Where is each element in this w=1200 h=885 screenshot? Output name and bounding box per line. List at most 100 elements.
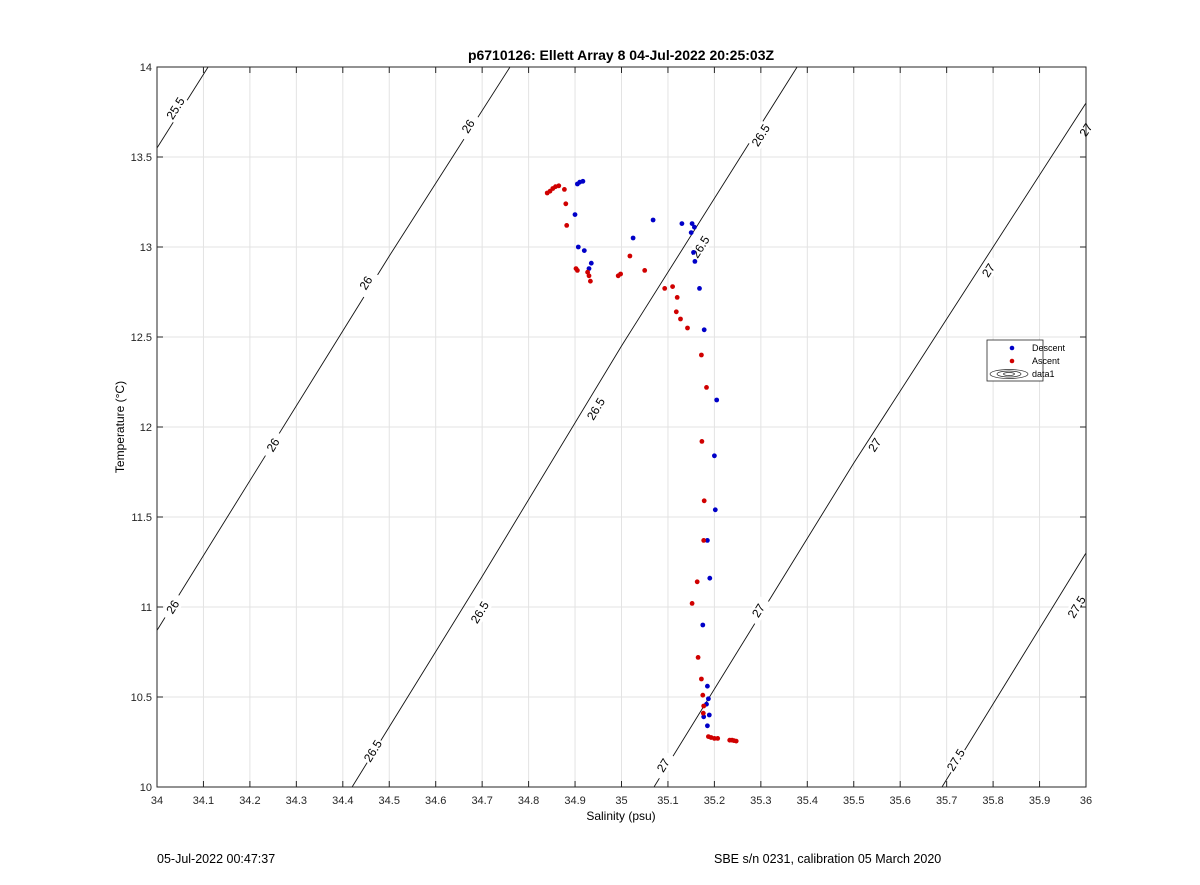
contour-label-bg bbox=[745, 595, 772, 626]
legend-label-descent: Descent bbox=[1032, 343, 1066, 353]
legend-label-ascent: Ascent bbox=[1032, 356, 1060, 366]
point-descent bbox=[700, 622, 706, 628]
contour-label-bg bbox=[975, 255, 1002, 286]
point-descent bbox=[572, 212, 578, 218]
x-tick-label: 35.1 bbox=[657, 795, 678, 807]
point-ascent bbox=[715, 736, 721, 741]
x-tick-label: 35.3 bbox=[750, 795, 771, 807]
point-ascent bbox=[699, 352, 704, 358]
point-descent bbox=[588, 260, 594, 266]
point-descent bbox=[581, 248, 587, 254]
contour-label-bg bbox=[1063, 592, 1090, 622]
point-ascent bbox=[562, 187, 567, 192]
legend-label-data1: data1 bbox=[1032, 369, 1055, 379]
point-ascent bbox=[673, 309, 679, 315]
x-tick-label: 34.9 bbox=[564, 795, 585, 807]
point-descent bbox=[575, 244, 581, 250]
contour-label-group: 26 bbox=[455, 111, 482, 142]
point-ascent bbox=[674, 295, 680, 300]
point-descent bbox=[701, 714, 707, 720]
x-tick-label: 35.8 bbox=[982, 795, 1003, 807]
point-descent bbox=[689, 221, 695, 227]
point-ascent bbox=[670, 284, 675, 289]
point-descent bbox=[688, 230, 694, 236]
contour-label-group: 27 bbox=[745, 595, 772, 626]
x-axis-label: Salinity (psu) bbox=[586, 809, 655, 823]
point-ascent bbox=[685, 325, 690, 331]
contour-label-bg bbox=[467, 597, 493, 628]
contour-label-bg bbox=[455, 111, 482, 142]
x-tick-label: 35.6 bbox=[889, 795, 910, 807]
x-tick-label: 35.4 bbox=[797, 795, 818, 807]
contour-label-bg bbox=[160, 592, 186, 622]
footer-timestamp: 05-Jul-2022 00:47:37 bbox=[157, 852, 276, 866]
point-descent bbox=[692, 224, 697, 230]
point-ascent bbox=[618, 271, 623, 277]
point-ascent bbox=[642, 268, 648, 273]
x-tick-label: 34.7 bbox=[471, 795, 492, 807]
y-tick-label: 14 bbox=[140, 62, 152, 74]
contour-label-group: 26 bbox=[353, 268, 379, 298]
point-descent bbox=[712, 507, 718, 513]
legend: Descent Ascent data1 bbox=[986, 339, 1066, 382]
legend-contour-icon bbox=[989, 369, 1029, 379]
y-tick-label: 12.5 bbox=[131, 332, 152, 344]
point-descent bbox=[630, 235, 636, 241]
contour-label-group: 27 bbox=[975, 255, 1002, 286]
x-tick-label: 34.2 bbox=[239, 795, 260, 807]
point-ascent bbox=[701, 538, 707, 543]
contour-line-27 bbox=[653, 102, 1086, 787]
x-tick-label: 35.9 bbox=[1029, 795, 1050, 807]
contour-label-bg bbox=[861, 430, 888, 460]
point-descent bbox=[714, 397, 720, 403]
point-ascent bbox=[689, 601, 695, 606]
point-ascent bbox=[733, 738, 739, 744]
y-tick-label: 11 bbox=[141, 602, 152, 614]
contour-label-group: 27 bbox=[861, 430, 888, 460]
point-ascent bbox=[586, 273, 592, 279]
contour-label-bg bbox=[260, 430, 286, 460]
point-ascent bbox=[694, 579, 700, 585]
data-points bbox=[544, 178, 739, 744]
point-ascent bbox=[662, 286, 668, 291]
x-tick-label: 34.5 bbox=[379, 795, 400, 807]
x-tick-label: 34.4 bbox=[332, 795, 353, 807]
point-descent bbox=[707, 575, 713, 581]
x-tick-label: 35.7 bbox=[936, 795, 957, 807]
x-tick-label: 35.2 bbox=[704, 795, 725, 807]
point-descent bbox=[712, 453, 717, 459]
point-descent bbox=[705, 723, 710, 729]
x-tick-label: 34 bbox=[151, 795, 163, 807]
point-descent bbox=[692, 259, 698, 264]
point-ascent bbox=[563, 201, 569, 207]
point-ascent bbox=[588, 278, 593, 284]
point-ascent bbox=[712, 736, 717, 741]
contour-label-bg bbox=[943, 745, 969, 775]
x-tick-label: 34.6 bbox=[425, 795, 446, 807]
contour-label-group: 27 bbox=[650, 750, 677, 781]
legend-box bbox=[986, 339, 1044, 382]
x-tick-label: 34.3 bbox=[286, 795, 307, 807]
y-tick-label: 11.5 bbox=[131, 512, 152, 524]
contour-line-26.5 bbox=[351, 67, 798, 787]
point-ascent bbox=[700, 710, 706, 716]
y-tick-label: 10 bbox=[140, 782, 152, 794]
point-ascent bbox=[678, 316, 683, 322]
chart-title: p6710126: Ellett Array 8 04-Jul-2022 20:… bbox=[468, 47, 775, 63]
point-descent bbox=[705, 683, 710, 689]
point-ascent bbox=[701, 703, 707, 709]
footer-calibration: SBE s/n 0231, calibration 05 March 2020 bbox=[714, 852, 942, 866]
point-descent bbox=[701, 327, 707, 333]
point-ascent bbox=[627, 253, 633, 259]
contour-label-bg bbox=[747, 120, 774, 151]
contour-label-bg bbox=[360, 736, 386, 766]
point-ascent bbox=[699, 676, 704, 682]
point-ascent bbox=[700, 692, 706, 698]
contour-line-27.5 bbox=[941, 552, 1086, 787]
x-tick-label: 36 bbox=[1080, 795, 1092, 807]
point-ascent bbox=[704, 385, 709, 390]
point-descent bbox=[580, 178, 586, 184]
legend-marker-ascent bbox=[1009, 358, 1015, 364]
point-descent bbox=[679, 221, 685, 227]
